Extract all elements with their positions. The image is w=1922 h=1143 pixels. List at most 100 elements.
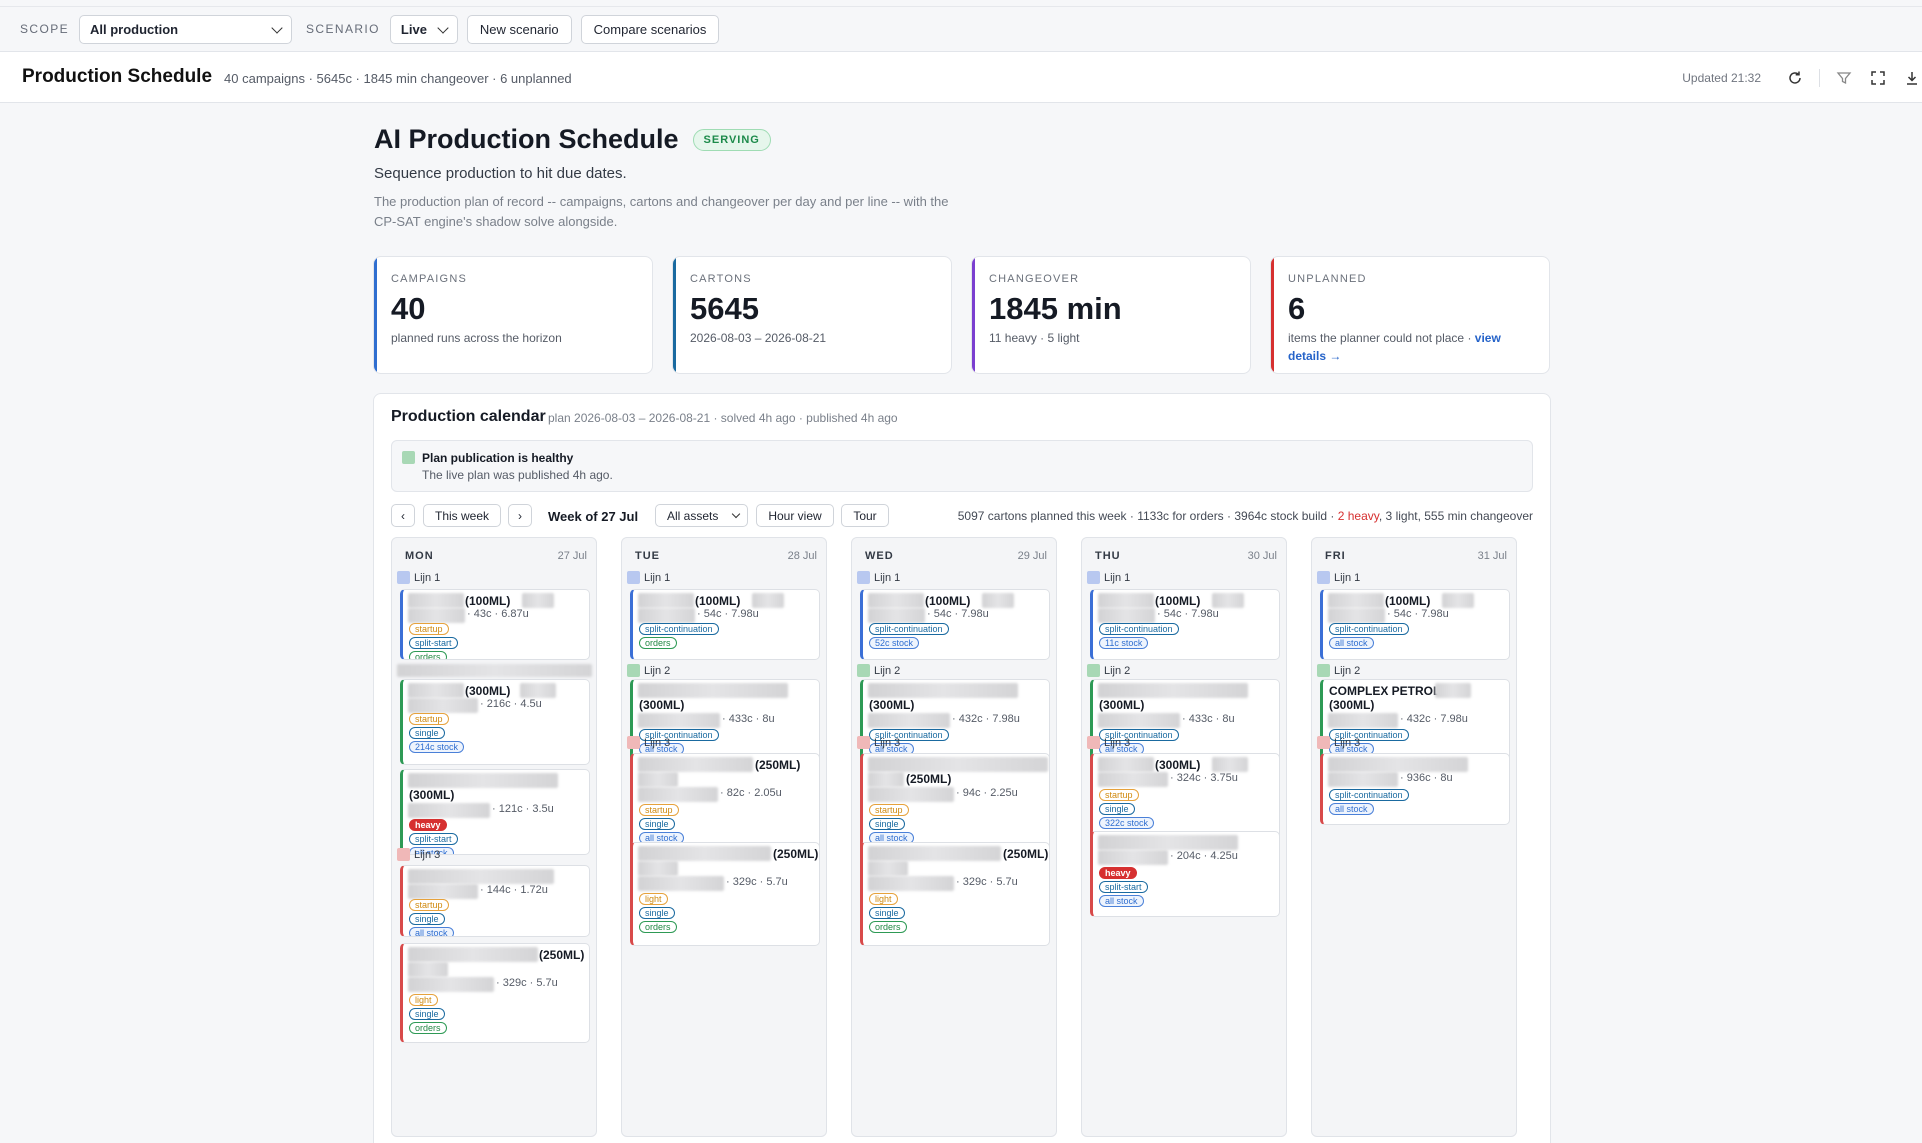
tag-split-continuation: split-continuation xyxy=(869,729,949,741)
redacted-text xyxy=(868,846,1001,861)
tag-single: single xyxy=(639,818,675,830)
redacted-text xyxy=(1098,835,1238,850)
hour-view-button[interactable]: Hour view xyxy=(756,504,834,527)
campaign-card[interactable]: COMPLEX PETROL (300ML) · 432c · 7.98u sp… xyxy=(1320,679,1510,765)
campaign-meta: · 43c · 6.87u xyxy=(467,608,529,620)
campaign-card[interactable]: (300ML) · 121c · 3.5u heavy split-start … xyxy=(400,769,590,855)
download-icon[interactable] xyxy=(1902,68,1922,88)
lane-swatch xyxy=(857,571,870,584)
redacted-text xyxy=(868,593,924,608)
lane-swatch xyxy=(1087,571,1100,584)
lane-swatch xyxy=(1087,736,1100,749)
kpi-accent xyxy=(972,257,975,373)
lane-swatch xyxy=(627,571,640,584)
refresh-icon[interactable] xyxy=(1785,68,1805,88)
lane-name: Lijn 2 xyxy=(874,664,901,677)
page-header: Production Schedule 40 campaigns · 5645c… xyxy=(0,52,1922,103)
health-title: Plan publication is healthy xyxy=(422,451,574,465)
day-column-thu: THU 30 Jul Lijn 1 (100ML) · 54c · 7.98u … xyxy=(1081,537,1287,1137)
scope-label: SCOPE xyxy=(20,22,70,36)
prev-week-button[interactable]: ‹ xyxy=(391,504,415,527)
kpi-unplanned: UNPLANNED 6 items the planner could not … xyxy=(1270,256,1550,374)
week-stats: 5097 cartons planned this week · 1133c f… xyxy=(958,509,1533,523)
campaign-meta: · 329c · 5.7u xyxy=(496,977,558,989)
campaign-card[interactable]: (100ML) · 54c · 7.98u split-continuation… xyxy=(1320,589,1510,660)
redacted-text xyxy=(1212,593,1244,608)
assets-select[interactable]: All assets xyxy=(655,504,748,527)
redacted-text xyxy=(868,876,954,891)
campaign-card[interactable]: (100ML) · 54c · 7.98u split-continuation… xyxy=(1090,589,1280,660)
campaign-name: (250ML) xyxy=(539,948,585,962)
lane-name: Lijn 3 xyxy=(1334,736,1361,749)
campaign-card[interactable]: (300ML) · 216c · 4.5u startup single 214… xyxy=(400,679,590,765)
lane-label: Lijn 1 xyxy=(1087,571,1130,584)
campaign-card[interactable]: (250ML) · 329c · 5.7u light single order… xyxy=(630,842,820,946)
campaign-card[interactable]: (100ML) · 43c · 6.87u startup split-star… xyxy=(400,589,590,660)
week-stats-heavy: 2 heavy xyxy=(1337,509,1379,523)
tour-button[interactable]: Tour xyxy=(841,504,889,527)
redacted-text xyxy=(1098,713,1180,728)
campaign-card[interactable]: (250ML) · 82c · 2.05u startup single all… xyxy=(630,753,820,857)
compare-scenarios-button[interactable]: Compare scenarios xyxy=(580,14,720,44)
tag-startup: startup xyxy=(1099,789,1139,801)
tag-split-continuation: split-continuation xyxy=(1329,623,1409,635)
tag-orders: orders xyxy=(409,651,447,659)
tag-stock: all stock xyxy=(1329,637,1374,649)
campaign-meta: · 144c · 1.72u xyxy=(480,884,548,896)
lane-label: Lijn 1 xyxy=(1317,571,1360,584)
tag-single: single xyxy=(639,907,675,919)
kpi-desc: 11 heavy · 5 light xyxy=(989,331,1080,345)
redacted-text xyxy=(638,876,724,891)
fullscreen-icon[interactable] xyxy=(1868,68,1888,88)
new-scenario-button[interactable]: New scenario xyxy=(466,14,572,44)
page-title: Production Schedule xyxy=(22,66,213,87)
tag-heavy: heavy xyxy=(409,819,447,831)
redacted-text xyxy=(408,698,478,713)
scope-select[interactable]: All production xyxy=(79,14,293,44)
tag-stock: 322c stock xyxy=(1099,817,1155,829)
redacted-text xyxy=(638,757,753,772)
campaign-name: (250ML) xyxy=(906,772,952,786)
campaign-meta: · 54c · 7.98u xyxy=(697,608,759,620)
kpi-desc: items the planner could not place · view… xyxy=(1288,329,1538,365)
lane-name: Lijn 2 xyxy=(1334,664,1361,677)
tag-startup: startup xyxy=(409,713,449,725)
filter-icon[interactable] xyxy=(1834,68,1854,88)
redacted-text xyxy=(408,947,538,962)
redacted-text xyxy=(1098,772,1168,787)
campaign-card[interactable]: · 936c · 8u split-continuation all stock xyxy=(1320,753,1510,825)
redacted-text xyxy=(638,713,720,728)
redacted-text xyxy=(1328,608,1385,623)
campaign-card[interactable]: (300ML) · 433c · 8u split-continuation a… xyxy=(1090,679,1280,765)
campaign-name: (100ML) xyxy=(925,594,971,608)
campaign-card[interactable]: (250ML) · 329c · 5.7u light single order… xyxy=(400,943,590,1043)
next-week-button[interactable]: › xyxy=(508,504,532,527)
this-week-button[interactable]: This week xyxy=(423,504,501,527)
campaign-name: (100ML) xyxy=(1385,594,1431,608)
scenario-select[interactable]: Live xyxy=(389,14,458,44)
campaign-card[interactable]: (300ML) · 433c · 8u split-continuation a… xyxy=(630,679,820,765)
page-summary: 40 campaigns · 5645c · 1845 min changeov… xyxy=(224,71,572,86)
campaign-name: COMPLEX PETROL xyxy=(1329,684,1441,698)
health-banner: Plan publication is healthy The live pla… xyxy=(391,440,1533,492)
campaign-meta: · 82c · 2.05u xyxy=(720,787,782,799)
redacted-text xyxy=(408,803,490,818)
campaign-card[interactable]: · 204c · 4.25u heavy split-start all sto… xyxy=(1090,831,1280,917)
campaign-card[interactable]: (250ML) · 94c · 2.25u startup single all… xyxy=(860,753,1050,857)
kpi-cartons: CARTONS 5645 2026-08-03 – 2026-08-21 xyxy=(672,256,952,374)
campaign-card[interactable]: (100ML) · 54c · 7.98u split-continuation… xyxy=(860,589,1050,660)
campaign-card[interactable]: (250ML) · 329c · 5.7u light single order… xyxy=(860,842,1050,946)
day-name: TUE xyxy=(635,550,660,562)
campaign-card[interactable]: (100ML) · 54c · 7.98u split-continuation… xyxy=(630,589,820,660)
view-details-link[interactable]: view details → xyxy=(1288,331,1501,363)
assets-value: All assets xyxy=(667,508,719,523)
campaign-card[interactable]: (300ML) · 324c · 3.75u startup single 32… xyxy=(1090,753,1280,843)
kpi-desc: planned runs across the horizon xyxy=(391,331,562,345)
tag-startup: startup xyxy=(639,804,679,816)
campaign-card[interactable]: (300ML) · 432c · 7.98u split-continuatio… xyxy=(860,679,1050,765)
campaign-card[interactable]: · 144c · 1.72u startup single all stock xyxy=(400,865,590,937)
campaign-name: (300ML) xyxy=(639,698,685,712)
redacted-text xyxy=(408,962,448,977)
lane-name: Lijn 3 xyxy=(1104,736,1131,749)
lane-swatch xyxy=(627,664,640,677)
